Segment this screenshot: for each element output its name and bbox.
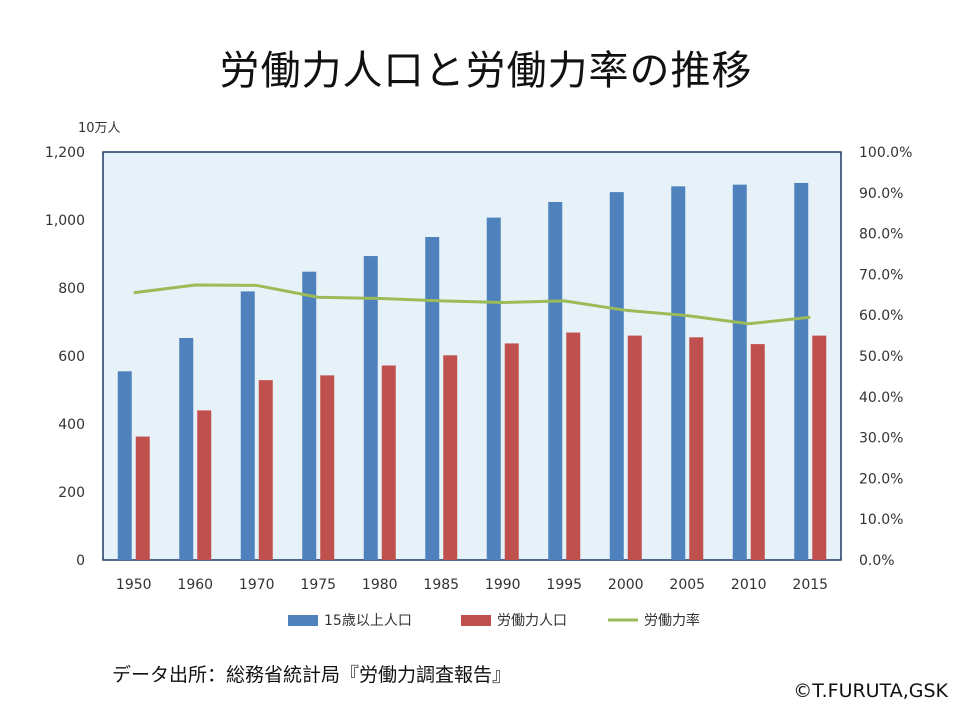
- bar-population-1985: [425, 237, 440, 560]
- x-axis-ticks: 1950 1960 1970 1975 1980 1985 1990 1995 2000 2005…: [116, 577, 828, 593]
- y-axis-ticks: 0 200 400 600 800 1,000 1,200: [45, 145, 85, 569]
- chart-title: 労働力人口と労働力率の推移: [219, 48, 753, 94]
- bar-population-1960: [179, 337, 194, 560]
- bar-labor-1960: [197, 410, 212, 560]
- y-tick-label: 600: [58, 349, 85, 365]
- bar-group: [117, 182, 827, 561]
- y2-tick-label: 80.0%: [859, 227, 903, 243]
- x-tick-label: 1960: [177, 577, 213, 593]
- bar-labor-1980: [381, 365, 396, 560]
- y-tick-label: 1,200: [45, 145, 85, 161]
- bar-labor-1985: [443, 355, 458, 560]
- bar-population-1990: [486, 217, 501, 560]
- bar-population-1950: [117, 371, 132, 560]
- rate-line-group: [133, 283, 811, 326]
- bar-population-1970: [240, 291, 255, 560]
- bar-labor-1970: [258, 380, 273, 560]
- data-source-note: データ出所：総務省統計局『労働力調査報告』: [112, 664, 512, 686]
- bar-labor-2000: [627, 335, 642, 560]
- y-tick-label: 1,000: [45, 213, 85, 229]
- bar-labor-1990: [504, 343, 519, 560]
- x-tick-label: 1950: [116, 577, 152, 593]
- y2-tick-label: 40.0%: [859, 390, 903, 406]
- y2-tick-label: 30.0%: [859, 431, 903, 447]
- bar-population-2015: [794, 182, 809, 560]
- x-tick-label: 2010: [731, 577, 767, 593]
- y2-tick-label: 70.0%: [859, 267, 903, 283]
- x-tick-label: 2005: [669, 577, 705, 593]
- x-tick-label: 1970: [239, 577, 275, 593]
- x-tick-label: 1980: [362, 577, 398, 593]
- bar-labor-2010: [750, 344, 765, 560]
- x-tick-label: 1975: [300, 577, 336, 593]
- x-tick-label: 1995: [546, 577, 582, 593]
- x-tick-label: 1990: [485, 577, 521, 593]
- rate-line: [133, 283, 811, 326]
- bar-labor-2015: [812, 335, 827, 560]
- bar-population-1975: [302, 271, 317, 560]
- y-tick-label: 400: [58, 417, 85, 433]
- y-axis-unit: 10万人: [78, 121, 121, 136]
- x-tick-label: 2015: [792, 577, 828, 593]
- x-tick-label: 1985: [423, 577, 459, 593]
- bar-population-2005: [671, 186, 686, 560]
- y-tick-label: 200: [58, 485, 85, 501]
- bar-population-1980: [363, 256, 378, 560]
- plot-area: [102, 151, 842, 561]
- y2-tick-label: 50.0%: [859, 349, 903, 365]
- bar-labor-1950: [135, 436, 150, 560]
- bar-labor-2005: [689, 337, 704, 560]
- legend-swatch-0: [288, 615, 318, 626]
- legend: 15歳以上人口 労働力人口 労働力率: [288, 612, 700, 629]
- y2-tick-label: 0.0%: [859, 553, 895, 569]
- y-tick-label: 800: [58, 281, 85, 297]
- y-tick-label: 0: [76, 553, 85, 569]
- bar-population-1995: [548, 201, 563, 561]
- legend-label-2: 労働力率: [644, 612, 700, 629]
- x-tick-label: 2000: [608, 577, 644, 593]
- bar-population-2010: [732, 184, 747, 560]
- bar-labor-1975: [320, 375, 335, 560]
- bar-population-2000: [609, 192, 624, 560]
- legend-label-0: 15歳以上人口: [324, 613, 412, 629]
- copyright-note: ©T.FURUTA,GSK: [793, 680, 948, 702]
- y2-tick-label: 100.0%: [859, 145, 912, 161]
- y2-axis-ticks: 0.0% 10.0% 20.0% 30.0% 40.0% 50.0% 60.0% 70.0% 8…: [859, 145, 912, 569]
- bar-labor-1995: [566, 332, 581, 560]
- y2-tick-label: 60.0%: [859, 308, 903, 324]
- legend-swatch-1: [461, 615, 491, 626]
- y2-tick-label: 90.0%: [859, 186, 903, 202]
- y2-tick-label: 10.0%: [859, 512, 903, 528]
- y2-tick-label: 20.0%: [859, 471, 903, 487]
- legend-label-1: 労働力人口: [497, 613, 567, 629]
